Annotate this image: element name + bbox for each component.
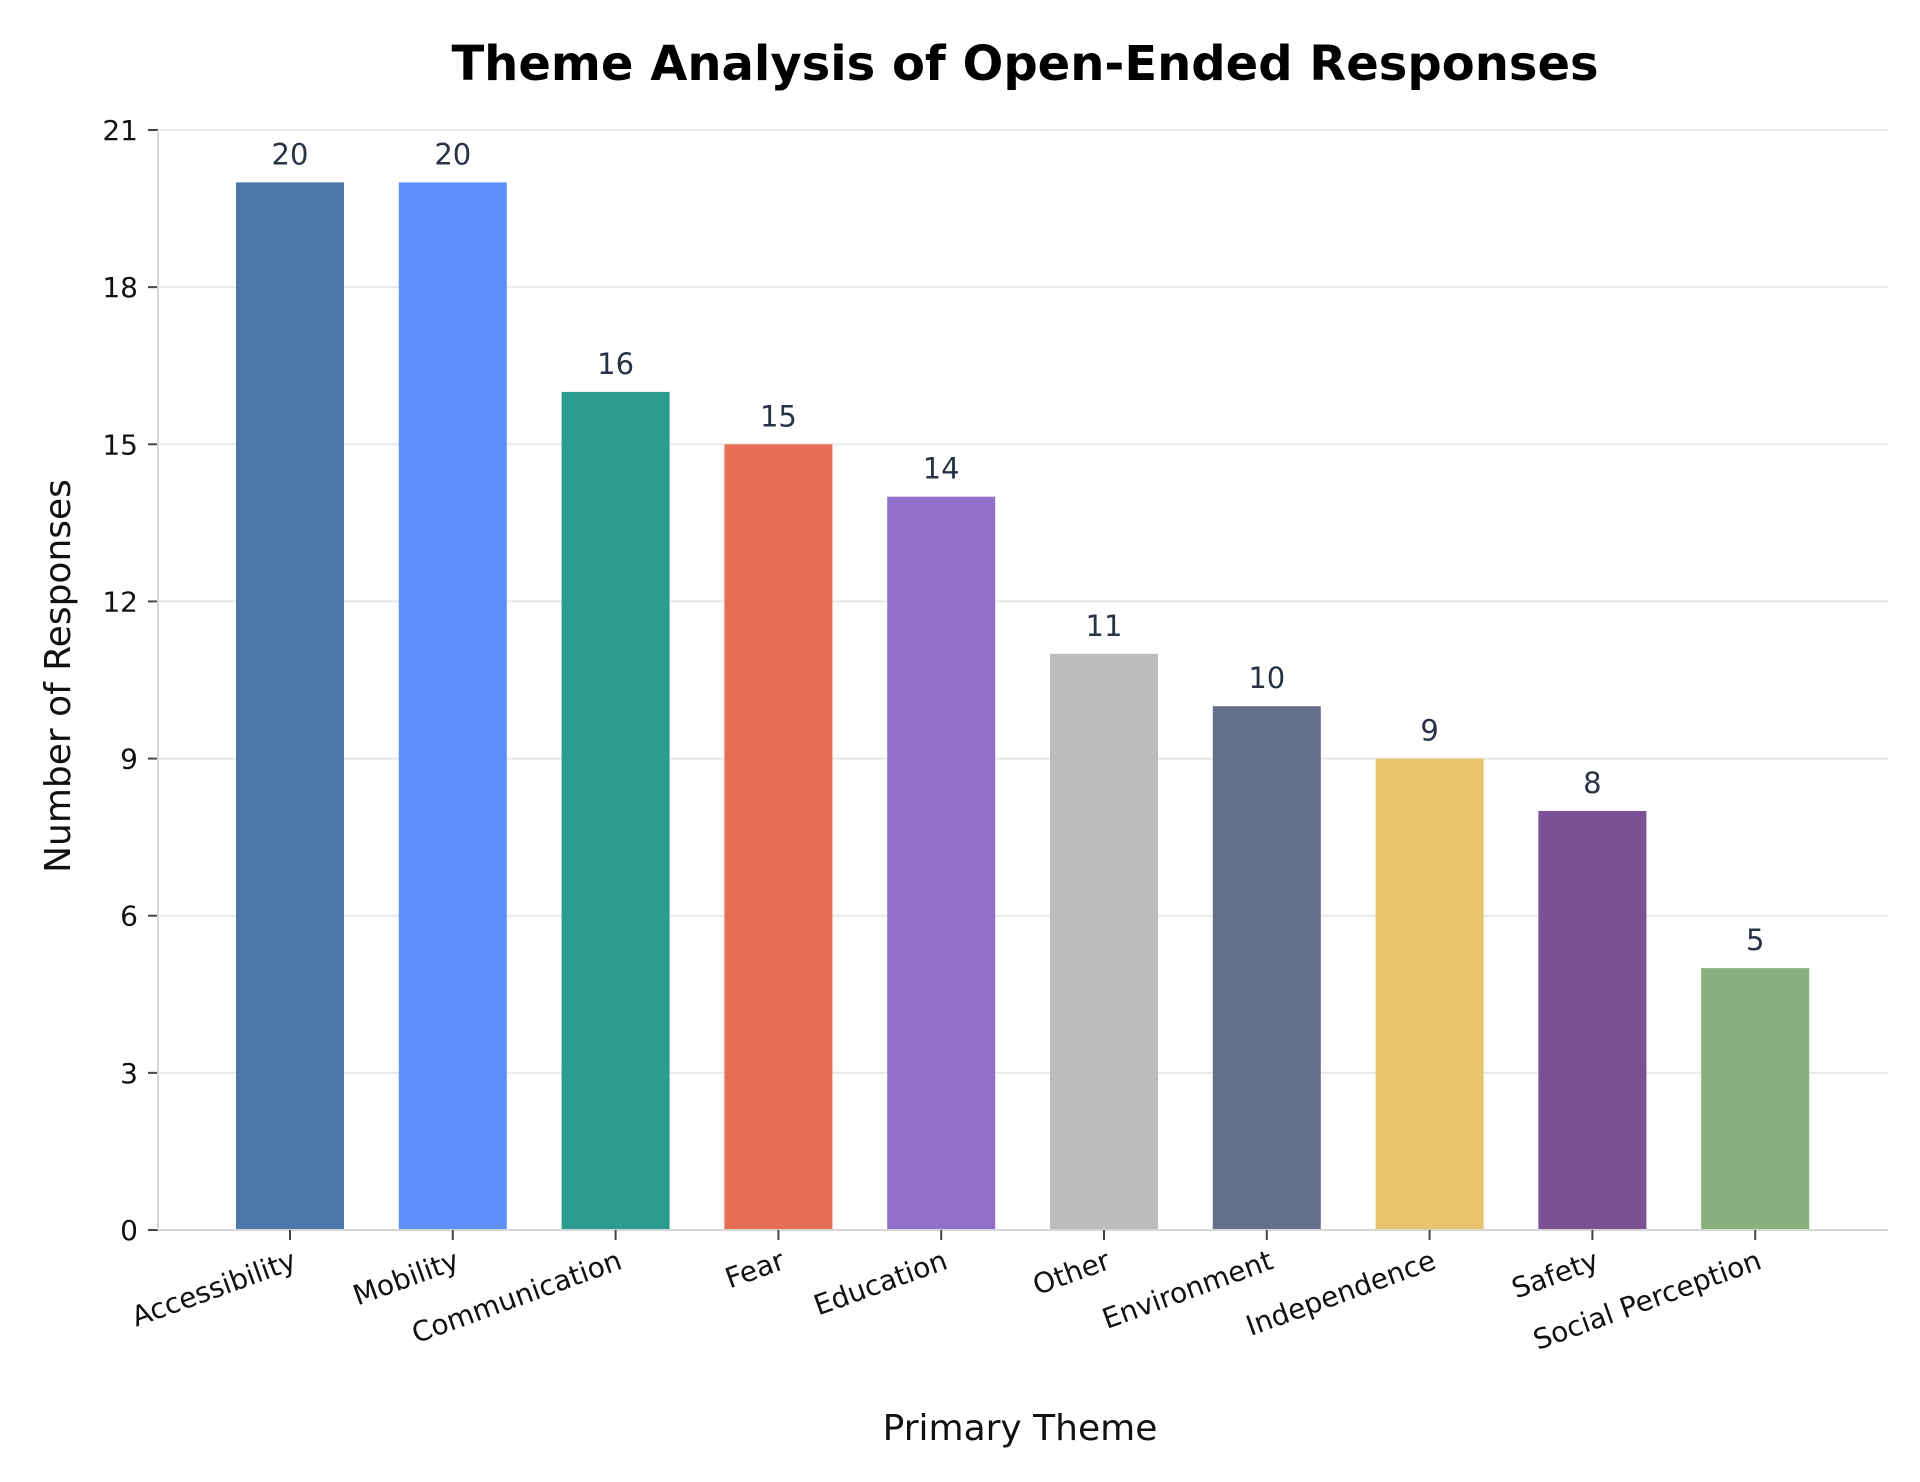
y-axis: 0 3 6 9 12 15 18 21 <box>102 114 159 1247</box>
bar-value-label: 14 <box>923 452 960 486</box>
bar <box>1538 810 1647 1230</box>
y-tick-label: 0 <box>120 1214 138 1247</box>
x-tick-label: Independence <box>1242 1244 1440 1343</box>
bar-value-label: 20 <box>434 137 471 171</box>
bar-value-label: 20 <box>272 137 309 171</box>
y-tick-label: 3 <box>120 1057 138 1090</box>
y-axis-title: Number of Responses <box>38 479 79 873</box>
bar <box>1701 968 1810 1230</box>
x-axis-title: Primary Theme <box>883 1408 1158 1449</box>
bar <box>398 182 507 1230</box>
x-tick-label: Fear <box>721 1243 790 1295</box>
bar <box>887 496 996 1231</box>
bar-value-label: 8 <box>1583 766 1601 800</box>
y-tick-label: 9 <box>120 743 138 776</box>
y-tick-label: 15 <box>102 428 138 461</box>
y-tick-label: 6 <box>120 900 138 933</box>
bar <box>561 391 670 1230</box>
chart-title: Theme Analysis of Open-Ended Responses <box>451 36 1598 92</box>
bar-value-label: 9 <box>1420 714 1438 748</box>
x-tick-label: Safety <box>1507 1244 1602 1306</box>
bar <box>1212 706 1321 1230</box>
x-tick-label: Education <box>809 1244 951 1323</box>
y-tick-label: 12 <box>102 585 138 618</box>
bar-value-label: 5 <box>1746 923 1764 957</box>
bar <box>236 182 344 1230</box>
x-tick-label: Other <box>1028 1243 1114 1301</box>
x-tick-label: Mobility <box>349 1244 464 1313</box>
y-tick-label: 21 <box>102 114 138 147</box>
bars <box>236 182 1810 1231</box>
y-tick-label: 18 <box>102 271 138 304</box>
data-labels: 20 20 16 15 14 11 10 9 8 5 <box>272 137 1765 957</box>
bar-value-label: 16 <box>597 347 634 381</box>
bar <box>724 444 833 1230</box>
bar-value-label: 10 <box>1248 661 1285 695</box>
bar-value-label: 15 <box>760 399 797 433</box>
bar-value-label: 11 <box>1086 609 1123 643</box>
bar <box>1050 653 1158 1230</box>
x-tick-label: Accessibility <box>127 1244 300 1334</box>
bar <box>1375 758 1484 1230</box>
